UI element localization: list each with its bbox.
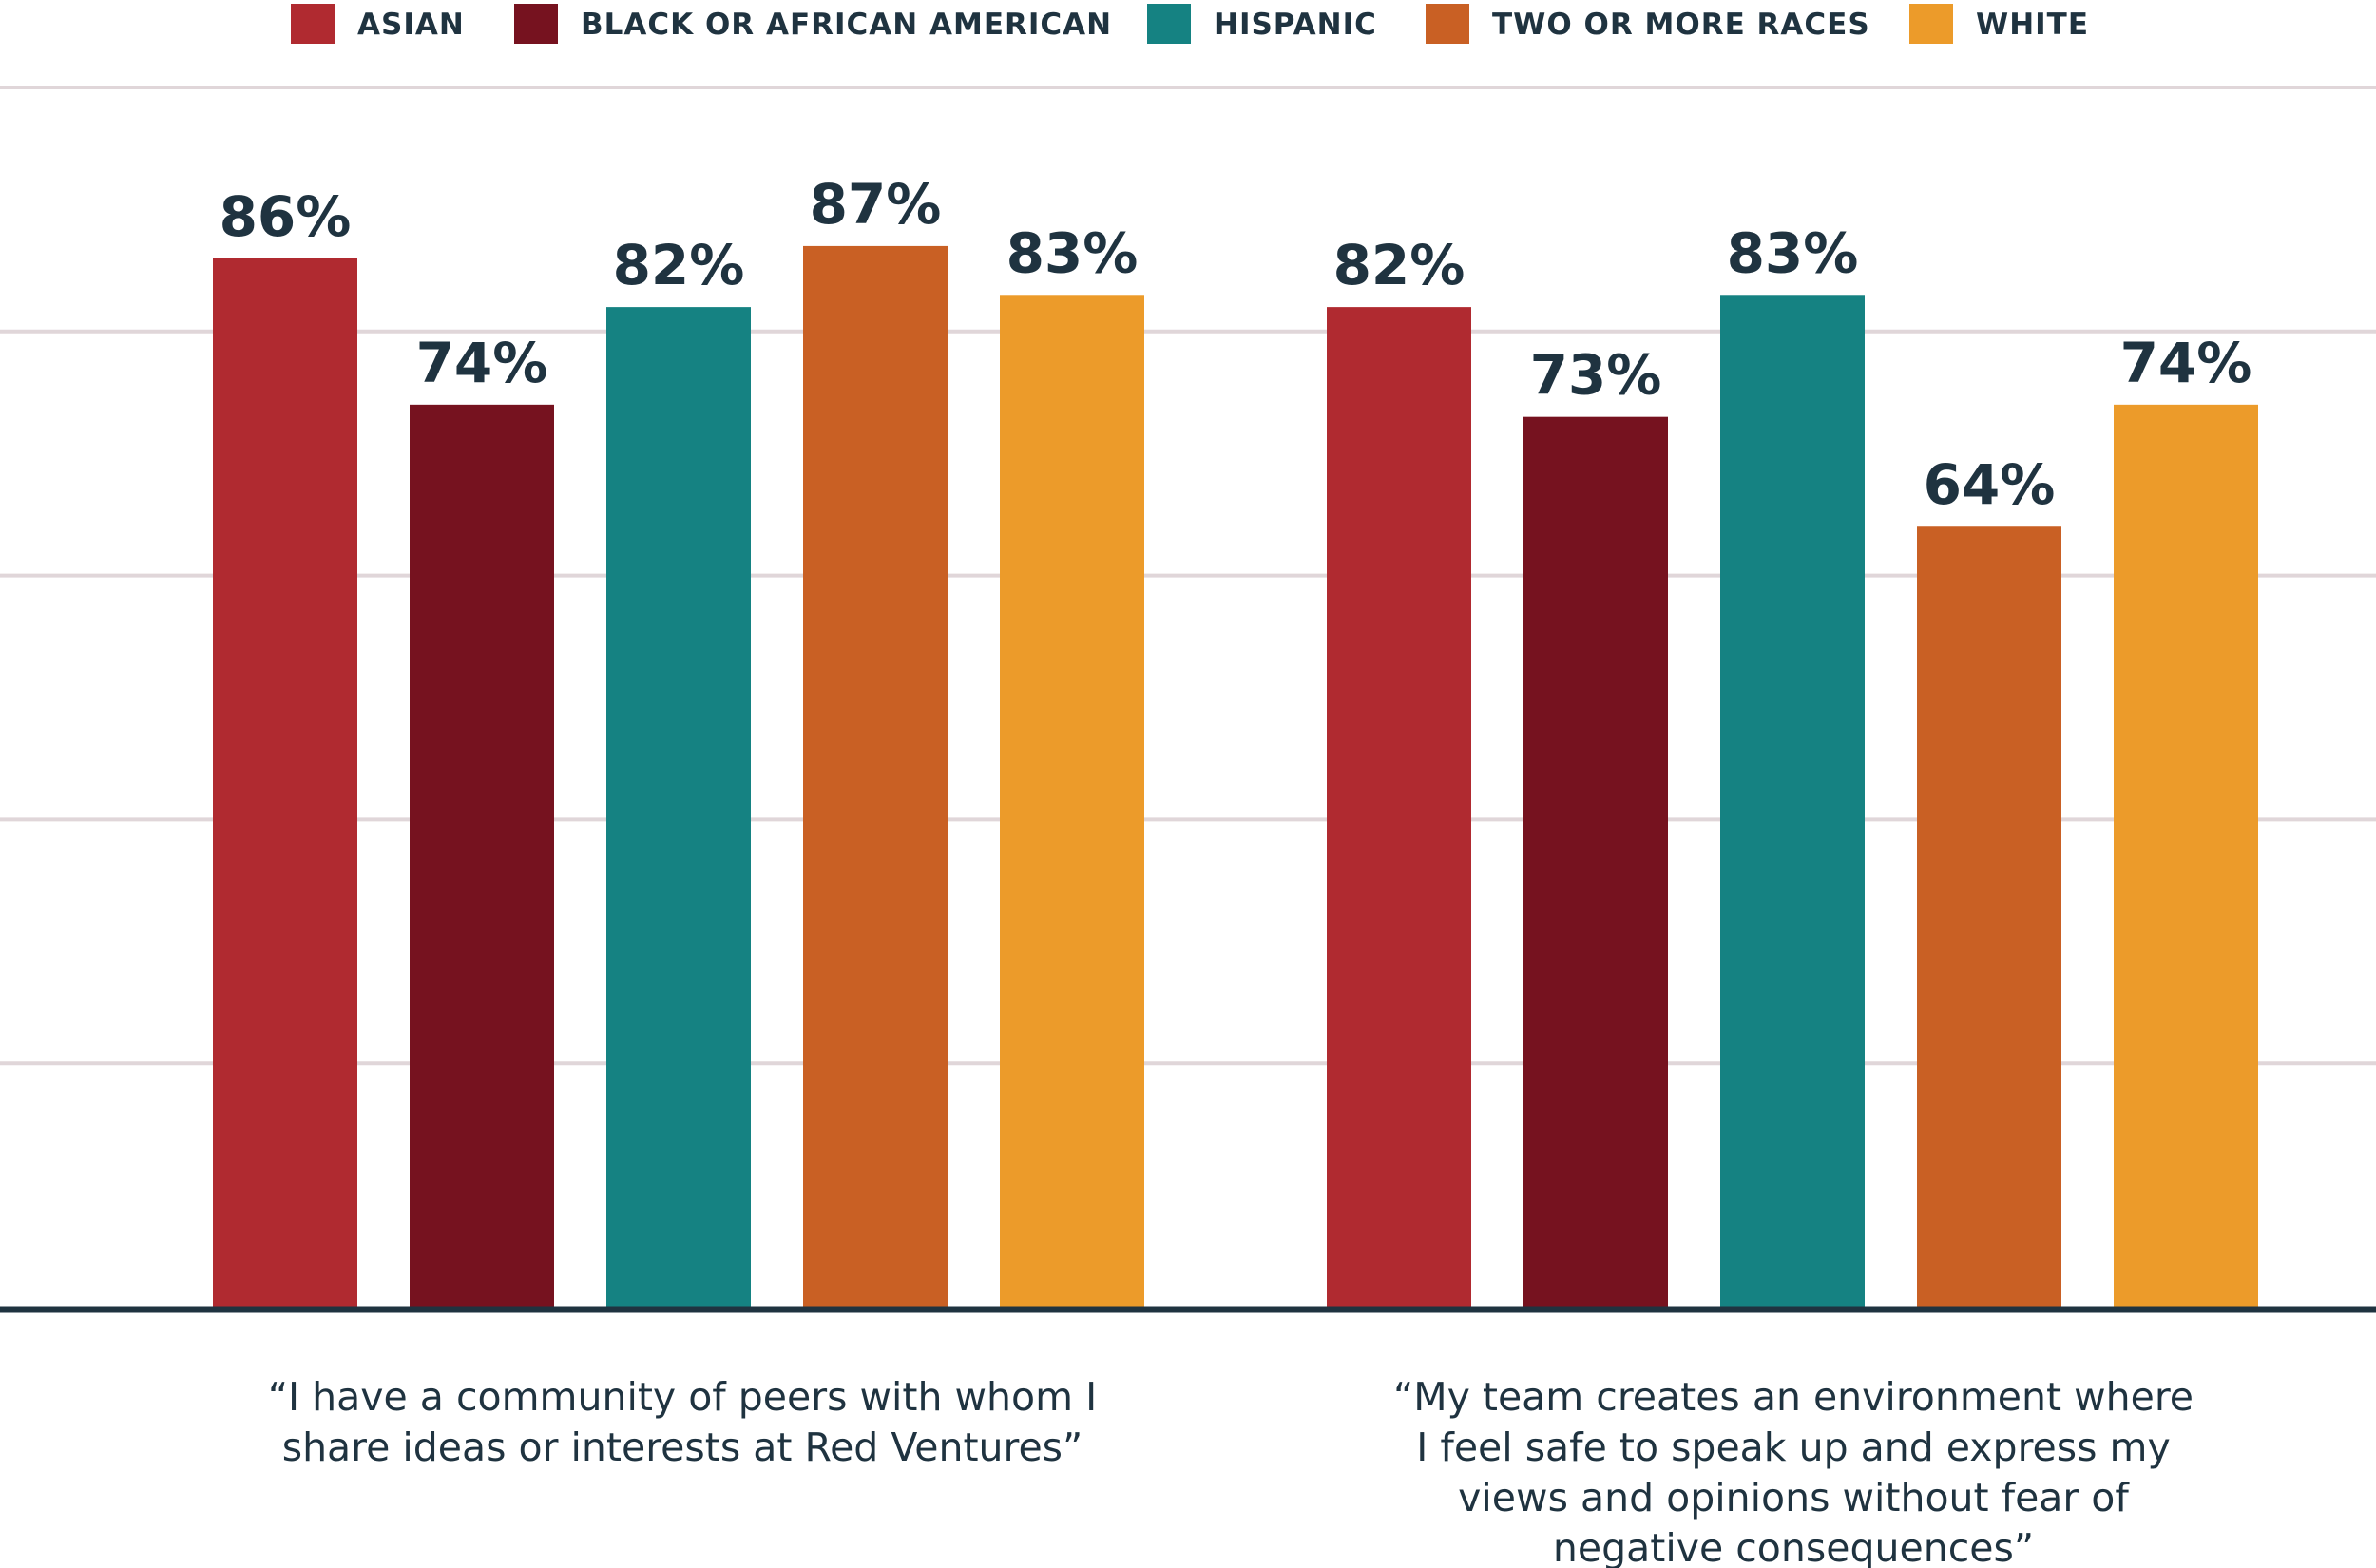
legend-item-white: WHITE	[1909, 4, 2089, 44]
category-label-line: negative consequences”	[1553, 1525, 2034, 1568]
category-label-line: “My team creates an environment where	[1393, 1374, 2194, 1420]
legend-item-hispanic: HISPANIC	[1147, 4, 1377, 44]
value-label: 83%	[1006, 220, 1139, 285]
value-label: 74%	[2120, 331, 2252, 395]
legend-label: ASIAN	[357, 8, 465, 42]
bar-asian-group-1	[213, 258, 357, 1308]
value-label: 87%	[810, 172, 942, 237]
category-label-line: I feel safe to speak up and express my	[1416, 1425, 2170, 1470]
legend-item-black-or-african-american: BLACK OR AFRICAN AMERICAN	[514, 4, 1112, 44]
bar-white-group-1	[1000, 295, 1144, 1308]
value-labels: 86% 74% 82% 87% 83% 82% 73% 83% 64% 74%	[220, 172, 2252, 517]
legend-swatch	[1909, 4, 1953, 44]
legend-swatch	[291, 4, 335, 44]
value-label: 82%	[613, 233, 745, 297]
legend-swatch	[1426, 4, 1469, 44]
category-label-line: “I have a community of peers with whom I	[268, 1374, 1097, 1420]
legend-label: BLACK OR AFRICAN AMERICAN	[581, 8, 1112, 42]
bar-black-or-african-american-group-2	[1523, 416, 1668, 1308]
category-label-line: views and opinions without fear of	[1458, 1475, 2130, 1520]
legend: ASIAN BLACK OR AFRICAN AMERICAN HISPANIC TW…	[291, 4, 2089, 44]
bar-asian-group-2	[1327, 307, 1471, 1308]
category-label-line: share ideas or interests at Red Ventures…	[282, 1425, 1083, 1470]
category-label-2: “My team creates an environment where I f…	[1393, 1374, 2194, 1568]
value-label: 64%	[1924, 452, 2056, 517]
bar-black-or-african-american-group-1	[410, 404, 554, 1309]
legend-label: HISPANIC	[1214, 8, 1377, 42]
bar-white-group-2	[2114, 404, 2258, 1309]
legend-label: TWO OR MORE RACES	[1492, 8, 1870, 42]
value-label: 73%	[1530, 343, 1662, 408]
bar-two-or-more-races-group-2	[1917, 526, 2061, 1308]
category-labels: “I have a community of peers with whom I…	[268, 1374, 2194, 1568]
legend-item-two-or-more-races: TWO OR MORE RACES	[1426, 4, 1870, 44]
legend-swatch	[1147, 4, 1191, 44]
value-label: 82%	[1333, 233, 1466, 297]
legend-swatch	[514, 4, 558, 44]
bar-hispanic-group-1	[606, 307, 751, 1308]
bars	[213, 245, 2258, 1309]
legend-item-asian: ASIAN	[291, 4, 465, 44]
value-label: 86%	[220, 184, 352, 249]
bar-two-or-more-races-group-1	[803, 245, 948, 1308]
value-label: 83%	[1727, 220, 1859, 285]
category-label-1: “I have a community of peers with whom I…	[268, 1374, 1097, 1470]
value-label: 74%	[416, 331, 548, 395]
legend-label: WHITE	[1976, 8, 2089, 42]
bar-hispanic-group-2	[1720, 295, 1865, 1308]
